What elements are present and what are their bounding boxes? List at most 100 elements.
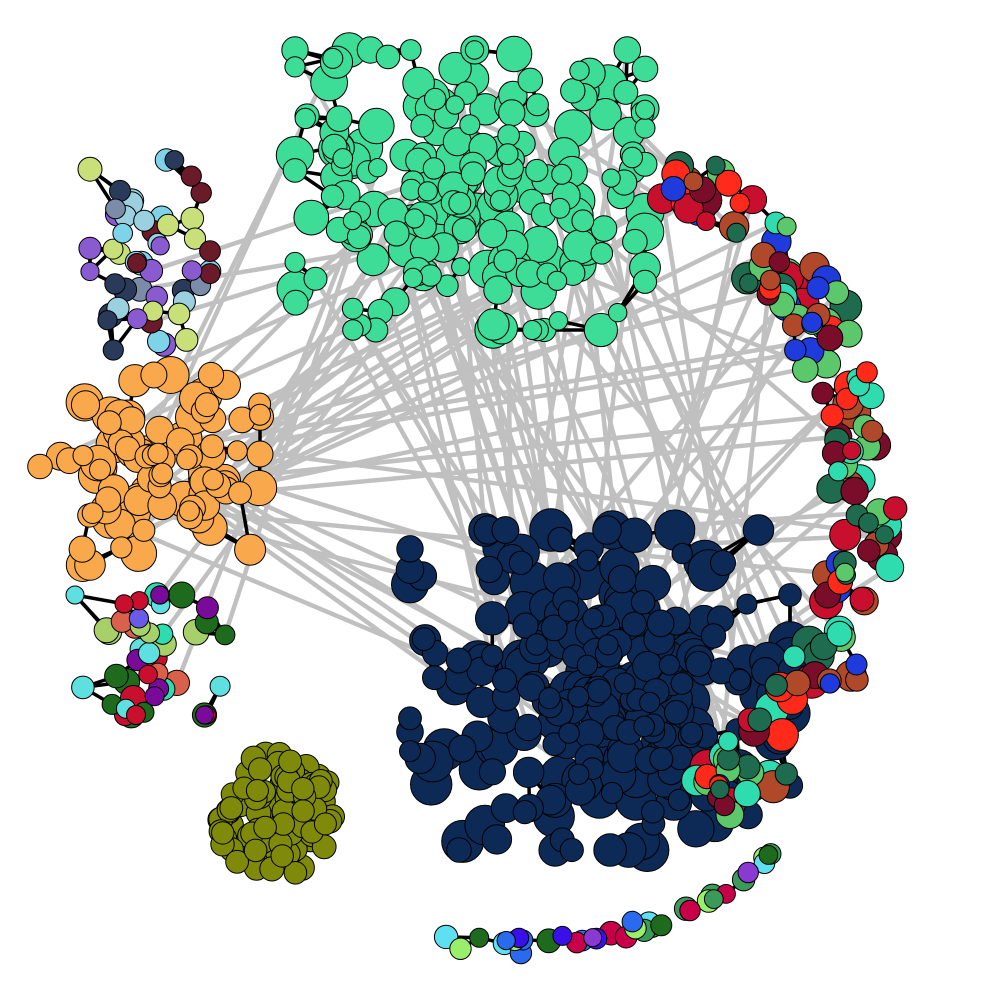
graph-node [710, 550, 736, 576]
graph-node [81, 502, 104, 524]
graph-node [606, 739, 641, 774]
graph-node [806, 276, 830, 300]
graph-node [249, 403, 271, 426]
graph-node [436, 274, 459, 298]
graph-node [633, 715, 656, 738]
graph-node [829, 518, 862, 551]
graph-node [226, 440, 248, 462]
graph-node [399, 740, 421, 763]
graph-node [424, 87, 447, 111]
graph-node [491, 516, 520, 544]
graph-node [592, 515, 622, 545]
graph-node [495, 35, 533, 73]
graph-node [646, 609, 675, 638]
graph-node [404, 208, 425, 229]
graph-node [89, 458, 111, 481]
graph-node [481, 644, 504, 667]
graph-node [517, 67, 544, 94]
graph-node [291, 777, 315, 801]
graph-node [525, 158, 549, 183]
graph-node [828, 461, 849, 482]
graph-node [782, 645, 806, 669]
graph-node [234, 533, 267, 566]
graph-node [742, 514, 775, 546]
graph-node [654, 509, 696, 551]
graph-node [764, 673, 788, 697]
graph-node [622, 228, 648, 255]
graph-node [729, 192, 750, 214]
graph-node [811, 381, 835, 405]
graph-node [855, 361, 878, 384]
graph-node [202, 468, 224, 491]
graph-node [451, 217, 477, 243]
graph-node [557, 600, 580, 622]
graph-node [284, 251, 306, 273]
graph-node [445, 647, 472, 674]
graph-node [641, 799, 665, 824]
graph-node [104, 273, 126, 295]
graph-node [845, 653, 868, 676]
graph-node [356, 243, 390, 277]
graph-node [737, 861, 759, 884]
right-mixed-arc [646, 151, 908, 830]
graph-node [670, 672, 694, 695]
graph-node [522, 320, 543, 340]
graph-node [144, 686, 165, 707]
graph-node [621, 146, 644, 169]
graph-node [840, 476, 869, 506]
graph-node [718, 731, 739, 752]
graph-node [78, 236, 102, 260]
graph-node [180, 206, 205, 231]
graph-node [102, 238, 124, 260]
graph-node [677, 810, 715, 848]
graph-node [80, 261, 100, 282]
graph-node [835, 562, 855, 583]
graph-node [151, 462, 174, 485]
graph-node [525, 93, 549, 117]
graph-node [547, 526, 573, 553]
graph-node [71, 675, 95, 700]
graph-node [156, 213, 180, 237]
graph-node [466, 686, 498, 719]
graph-node [451, 257, 471, 277]
graph-node [358, 107, 395, 145]
graph-node [195, 596, 219, 620]
graph-node [680, 721, 704, 745]
graph-node [126, 253, 147, 273]
graph-node [245, 779, 269, 802]
graph-node [512, 756, 545, 789]
graph-node [607, 564, 637, 594]
graph-node [650, 914, 673, 937]
graph-node [341, 297, 364, 320]
graph-node [567, 685, 590, 708]
graph-node [760, 269, 781, 291]
graph-node [102, 339, 124, 361]
graph-node [375, 44, 401, 70]
graph-node [590, 215, 618, 242]
graph-node [419, 264, 442, 287]
graph-node [632, 269, 658, 294]
graph-node [138, 664, 158, 685]
graph-node [613, 36, 642, 64]
graph-node [168, 581, 196, 609]
graph-node [784, 669, 811, 697]
graph-node [150, 585, 170, 605]
graph-node [758, 845, 779, 865]
graph-node [460, 161, 486, 187]
graph-node [253, 815, 277, 840]
graph-node [589, 98, 622, 131]
graph-node [77, 156, 103, 182]
graph-node [613, 672, 636, 695]
graph-node [477, 308, 510, 341]
nodes [27, 32, 908, 965]
graph-node [729, 669, 751, 691]
graph-node [685, 650, 712, 678]
graph-node [126, 705, 146, 725]
graph-node [211, 821, 235, 845]
graph-node [104, 663, 129, 689]
graph-node [478, 218, 508, 249]
graph-node [768, 251, 791, 273]
graph-node [109, 179, 131, 202]
graph-node [552, 925, 573, 946]
